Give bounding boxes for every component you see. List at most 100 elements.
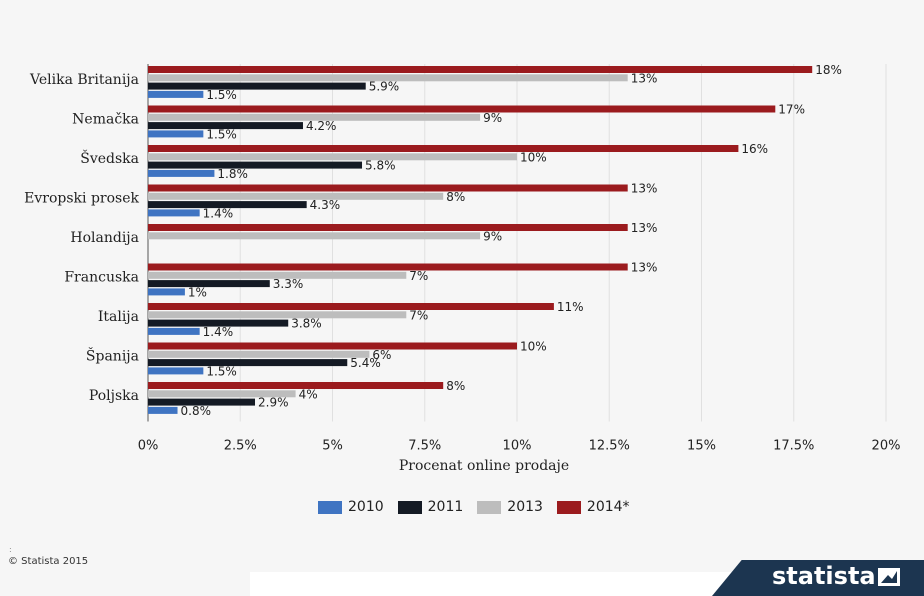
data-label: 1% xyxy=(188,285,207,299)
data-label: 1.5% xyxy=(206,127,237,141)
legend: 2010 2011 2013 2014* xyxy=(318,497,630,517)
x-tick-label: 0% xyxy=(138,439,159,454)
bar xyxy=(148,66,813,73)
category-labels: Velika Britanija Nemačka Švedska Evropski p… xyxy=(24,72,139,404)
category-label: Francuska xyxy=(64,270,139,286)
legend-item[interactable]: 2011 xyxy=(397,499,464,515)
legend-label: 2013 xyxy=(507,499,543,515)
bar xyxy=(148,224,628,231)
data-label: 10% xyxy=(520,340,547,354)
data-label: 3.8% xyxy=(291,317,322,331)
statista-logo[interactable]: statista xyxy=(712,560,924,596)
data-label: 4% xyxy=(299,387,318,401)
data-label: 10% xyxy=(520,150,547,164)
decorative-dot: : xyxy=(9,545,12,554)
data-label: 8% xyxy=(446,190,465,204)
category-label: Holandija xyxy=(70,230,139,246)
bar xyxy=(148,122,303,130)
bar xyxy=(148,74,628,82)
bar xyxy=(148,209,200,217)
bar xyxy=(148,382,444,389)
bar xyxy=(148,288,185,296)
x-axis-title: Procenat online prodaje xyxy=(399,458,569,474)
category-label: Švedska xyxy=(80,149,139,167)
bar xyxy=(148,398,256,406)
legend-item[interactable]: 2010 xyxy=(318,499,384,515)
data-label: 9% xyxy=(483,229,502,243)
data-label: 1.5% xyxy=(206,364,237,378)
bar xyxy=(148,82,366,90)
bars xyxy=(148,66,813,414)
data-label: 0.8% xyxy=(181,404,212,418)
data-label: 5.9% xyxy=(369,80,400,94)
x-tick-label: 17.5% xyxy=(773,439,814,454)
bar xyxy=(148,184,628,192)
data-label: 6% xyxy=(372,348,391,362)
data-labels: 18% 13% 5.9% 1.5% 17% 9% 4.2% 1.5% 16% 10% 5.8% 1.8… xyxy=(181,63,842,418)
data-label: 1.8% xyxy=(217,167,248,181)
data-label: 7% xyxy=(409,308,428,322)
legend-swatch xyxy=(556,500,581,514)
data-label: 5.8% xyxy=(365,159,396,173)
x-tick-label: 12.5% xyxy=(589,439,630,454)
data-label: 16% xyxy=(741,142,768,156)
bar xyxy=(148,232,481,240)
bar xyxy=(148,90,204,98)
x-tick-label: 7.5% xyxy=(408,439,441,454)
legend-label: 2010 xyxy=(348,499,384,515)
logo-text: statista xyxy=(772,562,876,590)
category-label: Velika Britanija xyxy=(29,72,139,88)
bar xyxy=(148,319,289,327)
bar xyxy=(148,161,363,169)
data-label: 2.9% xyxy=(258,396,289,410)
data-label: 11% xyxy=(557,300,584,314)
legend-swatch xyxy=(477,500,502,514)
statista-logo-icon xyxy=(878,568,900,586)
data-label: 13% xyxy=(631,261,658,275)
category-label: Evropski prosek xyxy=(24,191,139,207)
category-label: Španija xyxy=(86,347,139,365)
bar xyxy=(148,303,554,310)
bar xyxy=(148,327,200,335)
legend-item[interactable]: 2014* xyxy=(556,499,630,515)
bar xyxy=(148,406,178,414)
x-tick-labels: 0% 2.5% 5% 7.5% 10% 12.5% 15% 17.5% 20% xyxy=(138,439,901,454)
category-label: Italija xyxy=(98,309,139,325)
bar xyxy=(148,169,215,177)
bar xyxy=(148,105,776,113)
bar xyxy=(148,130,204,138)
data-label: 4.2% xyxy=(306,119,337,133)
bar-chart: 18% 13% 5.9% 1.5% 17% 9% 4.2% 1.5% 16% 10% 5.8% 1.8… xyxy=(24,63,901,474)
bar xyxy=(148,367,204,375)
category-label: Nemačka xyxy=(72,112,139,128)
bar xyxy=(148,350,370,358)
category-label: Poljska xyxy=(89,388,139,404)
data-label: 3.3% xyxy=(273,277,304,291)
bar xyxy=(148,342,517,350)
data-label: 18% xyxy=(815,63,842,77)
data-label: 13% xyxy=(631,221,658,235)
data-label: 1.4% xyxy=(203,206,234,220)
data-label: 13% xyxy=(631,182,658,196)
bar xyxy=(148,263,628,271)
bar xyxy=(148,153,517,161)
bar xyxy=(148,271,407,279)
x-tick-label: 10% xyxy=(503,439,532,454)
bar xyxy=(148,113,481,121)
data-label: 7% xyxy=(409,269,428,283)
bar xyxy=(148,192,444,200)
x-tick-label: 15% xyxy=(687,439,716,454)
bar xyxy=(148,201,307,209)
x-tick-label: 2.5% xyxy=(224,439,257,454)
x-tick-label: 5% xyxy=(322,439,343,454)
legend-label: 2011 xyxy=(427,499,464,515)
bar xyxy=(148,145,739,152)
data-label: 5.4% xyxy=(350,356,381,370)
copyright-text: © Statista 2015 xyxy=(8,556,89,567)
x-tick-label: 20% xyxy=(872,439,901,454)
data-label: 4.3% xyxy=(310,198,341,212)
legend-item[interactable]: 2013 xyxy=(477,499,543,515)
data-label: 1.5% xyxy=(206,88,237,102)
data-label: 1.4% xyxy=(203,325,234,339)
